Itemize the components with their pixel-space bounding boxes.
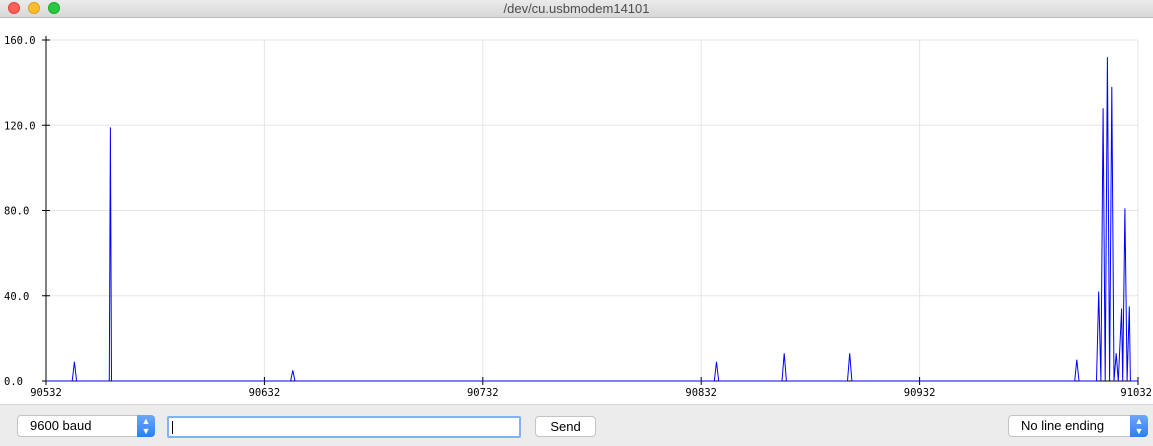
x-tick-label: 91032 [1120, 387, 1152, 399]
title-bar: /dev/cu.usbmodem14101 [0, 0, 1153, 18]
select-arrows-icon: ▲ ▼ [137, 415, 155, 437]
x-tick-label: 90732 [467, 387, 499, 399]
baud-rate-label: 9600 baud [30, 418, 92, 433]
x-tick-label: 90832 [685, 387, 717, 399]
y-tick-label: 160.0 [4, 35, 36, 47]
line-chart: 0.0 40.0 80.0 120.0 160.0 90532 90632 90732 9083… [4, 35, 1152, 399]
baud-rate-select[interactable]: 9600 baud ▲ ▼ [17, 415, 155, 437]
x-tick-label: 90932 [904, 387, 936, 399]
window-title: /dev/cu.usbmodem14101 [503, 1, 650, 16]
series-line [46, 57, 1138, 382]
select-arrows-icon: ▲ ▼ [1130, 415, 1148, 437]
y-tick-label: 120.0 [4, 120, 36, 132]
line-ending-select[interactable]: No line ending ▲ ▼ [1008, 415, 1148, 437]
tick-labels: 0.0 40.0 80.0 120.0 160.0 90532 90632 90732 9083… [4, 35, 1152, 399]
close-window-button[interactable] [8, 2, 20, 14]
y-tick-label: 40.0 [4, 291, 29, 303]
line-ending-label: No line ending [1021, 418, 1105, 433]
text-caret [172, 421, 173, 434]
maximize-window-button[interactable] [48, 2, 60, 14]
minimize-window-button[interactable] [28, 2, 40, 14]
plot-area: 0.0 40.0 80.0 120.0 160.0 90532 90632 90732 9083… [0, 18, 1153, 404]
grid-lines [45, 39, 1139, 382]
series-lines [46, 57, 1138, 382]
control-bar: 9600 baud ▲ ▼ Send No line ending ▲ ▼ [0, 404, 1153, 446]
x-tick-label: 90532 [30, 387, 62, 399]
send-button[interactable]: Send [535, 416, 596, 437]
y-tick-label: 80.0 [4, 206, 29, 218]
serial-input-field[interactable] [167, 416, 521, 438]
x-tick-label: 90632 [249, 387, 281, 399]
y-tick-label: 0.0 [4, 376, 23, 388]
